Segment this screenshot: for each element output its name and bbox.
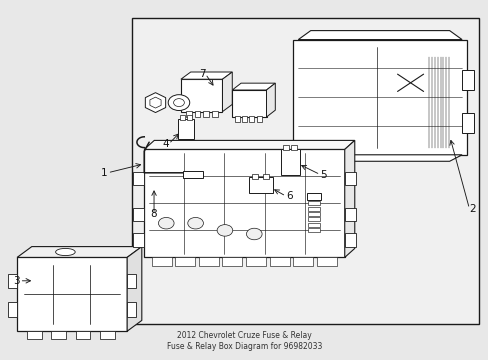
- Text: 3: 3: [13, 276, 20, 286]
- Bar: [133, 172, 144, 185]
- Bar: [151, 257, 171, 266]
- Bar: [306, 193, 320, 200]
- Bar: [251, 174, 258, 179]
- Bar: [222, 257, 242, 266]
- Bar: [132, 18, 478, 324]
- Circle shape: [187, 217, 203, 229]
- Bar: [133, 208, 144, 221]
- Text: 5: 5: [320, 170, 326, 180]
- Text: 8: 8: [150, 209, 157, 219]
- Polygon shape: [222, 72, 232, 112]
- Polygon shape: [298, 31, 461, 40]
- Circle shape: [246, 228, 262, 240]
- Polygon shape: [144, 140, 354, 149]
- Bar: [8, 274, 17, 288]
- Bar: [212, 111, 218, 117]
- Text: 1: 1: [101, 168, 107, 178]
- Polygon shape: [344, 140, 354, 257]
- Bar: [307, 223, 319, 227]
- Bar: [183, 171, 203, 178]
- Bar: [180, 115, 185, 120]
- Circle shape: [158, 217, 174, 229]
- Circle shape: [168, 95, 189, 111]
- Bar: [292, 257, 312, 266]
- Bar: [144, 149, 344, 257]
- Bar: [194, 111, 200, 117]
- Bar: [127, 274, 136, 288]
- Bar: [27, 331, 41, 339]
- Circle shape: [173, 99, 184, 107]
- Polygon shape: [298, 155, 461, 161]
- Bar: [281, 149, 299, 175]
- Bar: [344, 172, 355, 185]
- Text: 7: 7: [198, 69, 205, 79]
- Bar: [51, 331, 66, 339]
- Polygon shape: [127, 247, 142, 331]
- Bar: [307, 228, 319, 232]
- Bar: [249, 177, 272, 193]
- Bar: [307, 212, 319, 216]
- Ellipse shape: [56, 248, 75, 256]
- Bar: [316, 257, 336, 266]
- Bar: [232, 90, 266, 117]
- Bar: [178, 119, 194, 139]
- Bar: [282, 145, 288, 150]
- Bar: [307, 207, 319, 211]
- Polygon shape: [145, 93, 165, 113]
- Bar: [461, 113, 473, 133]
- Bar: [269, 257, 289, 266]
- Polygon shape: [17, 247, 142, 257]
- Bar: [262, 174, 268, 179]
- Bar: [8, 302, 17, 317]
- Polygon shape: [150, 97, 161, 108]
- Bar: [461, 70, 473, 90]
- Bar: [242, 116, 246, 122]
- Text: 2: 2: [468, 204, 475, 214]
- Bar: [133, 233, 144, 247]
- Bar: [344, 233, 355, 247]
- Polygon shape: [266, 83, 275, 117]
- Bar: [344, 208, 355, 221]
- Bar: [127, 302, 136, 317]
- Bar: [290, 145, 297, 150]
- Bar: [307, 217, 319, 221]
- Bar: [17, 257, 127, 331]
- Bar: [203, 111, 209, 117]
- Bar: [76, 331, 90, 339]
- Text: 6: 6: [285, 191, 292, 201]
- Bar: [249, 116, 254, 122]
- Bar: [293, 40, 466, 155]
- Circle shape: [217, 225, 232, 236]
- Text: 4: 4: [162, 139, 168, 149]
- Text: 2012 Chevrolet Cruze Fuse & Relay
Fuse & Relay Box Diagram for 96982033: 2012 Chevrolet Cruze Fuse & Relay Fuse &…: [166, 331, 322, 351]
- Bar: [181, 79, 222, 112]
- Bar: [256, 116, 261, 122]
- Bar: [100, 331, 115, 339]
- Polygon shape: [232, 83, 275, 90]
- Bar: [198, 257, 218, 266]
- Bar: [186, 115, 192, 120]
- Bar: [175, 257, 195, 266]
- Bar: [234, 116, 239, 122]
- Bar: [307, 201, 319, 205]
- Bar: [185, 111, 191, 117]
- Bar: [245, 257, 265, 266]
- Polygon shape: [181, 72, 232, 79]
